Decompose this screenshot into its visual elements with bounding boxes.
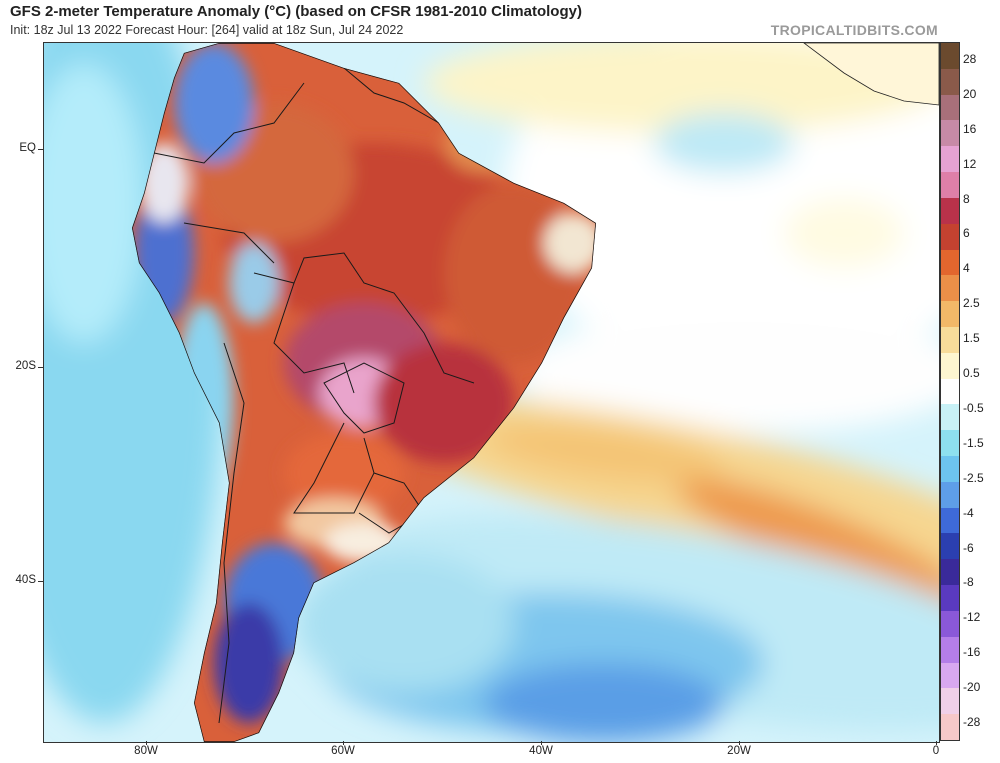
brand-watermark: TROPICALTIDBITS.COM <box>770 22 938 38</box>
color-legend-label: -8 <box>963 575 974 590</box>
color-legend-segment <box>941 172 959 198</box>
color-legend-label: 4 <box>963 261 970 276</box>
color-legend-label: 0.5 <box>963 366 980 381</box>
color-legend-label: 16 <box>963 121 977 136</box>
lon-label-80w: 80W <box>134 745 158 757</box>
color-legend-label: 20 <box>963 86 977 101</box>
color-legend-segment <box>941 301 959 327</box>
color-legend-segment <box>941 378 959 405</box>
color-legend-label: -0.5 <box>963 400 984 415</box>
country-borders <box>153 67 475 724</box>
lon-label-60w: 60W <box>331 745 355 757</box>
color-legend-segment <box>941 326 959 353</box>
color-legend-label: 6 <box>963 226 970 241</box>
map-canvas <box>44 43 939 742</box>
lon-label-40w: 40W <box>529 745 553 757</box>
color-legend-label: -6 <box>963 540 974 555</box>
color-legend-segment <box>941 430 959 456</box>
color-legend-segment <box>941 223 959 250</box>
lat-label-eq: EQ <box>19 142 36 154</box>
color-legend-label: 12 <box>963 156 977 171</box>
lon-tick <box>146 741 147 745</box>
color-legend-label: -12 <box>963 610 981 625</box>
color-legend-segment <box>941 43 959 69</box>
color-legend-segment <box>941 94 959 121</box>
color-legend-segment <box>941 249 959 276</box>
color-legend-segment <box>941 585 959 611</box>
color-legend-segment <box>941 68 959 95</box>
color-legend-segment <box>941 197 959 224</box>
color-legend-segment <box>941 714 959 740</box>
lon-label-0: 0 <box>932 745 940 757</box>
color-legend-segment <box>941 120 959 147</box>
color-legend-segment <box>941 507 959 534</box>
lat-tick <box>38 149 43 150</box>
color-legend-segment <box>941 662 959 689</box>
color-legend-bar <box>940 42 960 741</box>
lon-label-20w: 20W <box>727 745 751 757</box>
ocean-anomaly-field <box>44 43 939 742</box>
lon-tick <box>541 741 542 745</box>
color-legend-segment <box>941 275 959 302</box>
anomaly-map[interactable] <box>43 42 940 743</box>
color-legend-label: -1.5 <box>963 435 984 450</box>
lon-tick <box>343 741 344 745</box>
lat-tick <box>38 367 43 368</box>
color-legend-segment <box>941 481 959 508</box>
map-title: GFS 2-meter Temperature Anomaly (°C) (ba… <box>10 3 582 20</box>
color-legend-segment <box>941 456 959 482</box>
color-legend-label: -20 <box>963 680 981 695</box>
lat-label-20s: 20S <box>15 360 36 372</box>
lon-tick <box>739 741 740 745</box>
color-legend-label: 28 <box>963 52 977 66</box>
lon-tick <box>936 741 937 745</box>
color-legend-segment <box>941 559 959 586</box>
africa-landmass <box>803 43 939 106</box>
color-legend-segment <box>941 404 959 431</box>
color-legend-segment <box>941 533 959 560</box>
color-legend-label: 2.5 <box>963 296 980 311</box>
color-legend-segment <box>941 636 959 663</box>
color-legend-segment <box>941 610 959 637</box>
forecast-info: Init: 18z Jul 13 2022 Forecast Hour: [26… <box>10 23 404 37</box>
color-legend-label: -16 <box>963 645 981 660</box>
color-legend-label: -2.5 <box>963 470 984 485</box>
color-legend-label: -4 <box>963 505 974 520</box>
color-legend-label: 8 <box>963 191 970 206</box>
color-legend-segment <box>941 146 959 173</box>
color-legend-segment <box>941 352 959 379</box>
color-legend-label: 1.5 <box>963 331 980 346</box>
lat-label-40s: 40S <box>15 574 36 586</box>
color-legend-label: -28 <box>963 715 981 729</box>
color-legend-segment <box>941 688 959 715</box>
lat-tick <box>38 581 43 582</box>
